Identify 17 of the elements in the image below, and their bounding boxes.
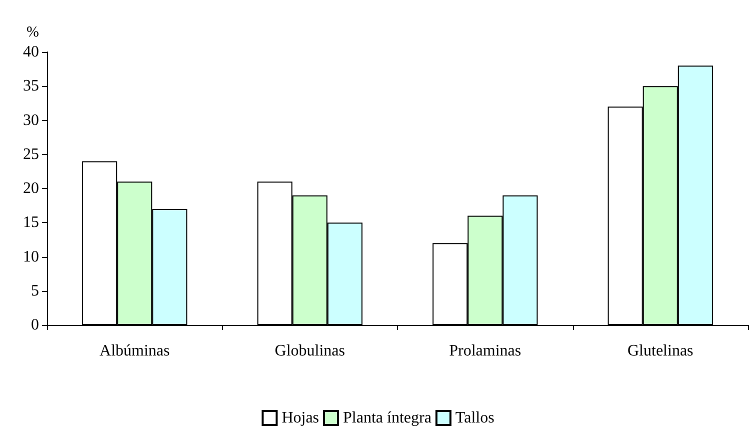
x-tick-label: Glutelinas [627,342,694,360]
y-tick-label: 0 [31,316,39,334]
y-tick-label: 5 [31,282,39,300]
x-tick-label: Globulinas [274,342,345,360]
y-axis-title: % [26,24,39,40]
x-tick-label: Albúminas [100,342,170,360]
y-tick-label: 25 [23,146,39,163]
y-tick-label: 10 [23,248,39,266]
legend-label: Tallos [455,410,494,426]
y-tick-label: 15 [23,214,39,232]
legend-label: Hojas [282,410,320,426]
x-tick-label: Prolaminas [449,342,522,360]
y-tick-label: 30 [23,112,39,129]
y-tick-label: 35 [23,78,39,95]
y-tick-label: 20 [23,180,39,197]
y-tick-label: 40 [23,44,39,60]
legend-label: Planta íntegra [343,410,432,426]
